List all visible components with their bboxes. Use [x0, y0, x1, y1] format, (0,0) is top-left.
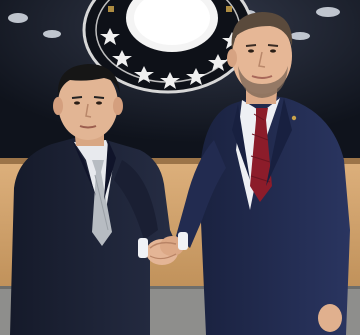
right-hand — [318, 304, 342, 332]
right-face — [232, 18, 292, 94]
right-tie — [250, 108, 272, 202]
right-arm — [176, 140, 226, 248]
handshake — [138, 232, 188, 265]
left-person — [10, 64, 178, 335]
right-person — [176, 12, 350, 335]
lapel-pin — [291, 115, 297, 121]
right-hair — [231, 12, 293, 50]
right-beard — [238, 66, 288, 98]
right-suit — [199, 94, 350, 335]
left-hair — [57, 64, 120, 96]
